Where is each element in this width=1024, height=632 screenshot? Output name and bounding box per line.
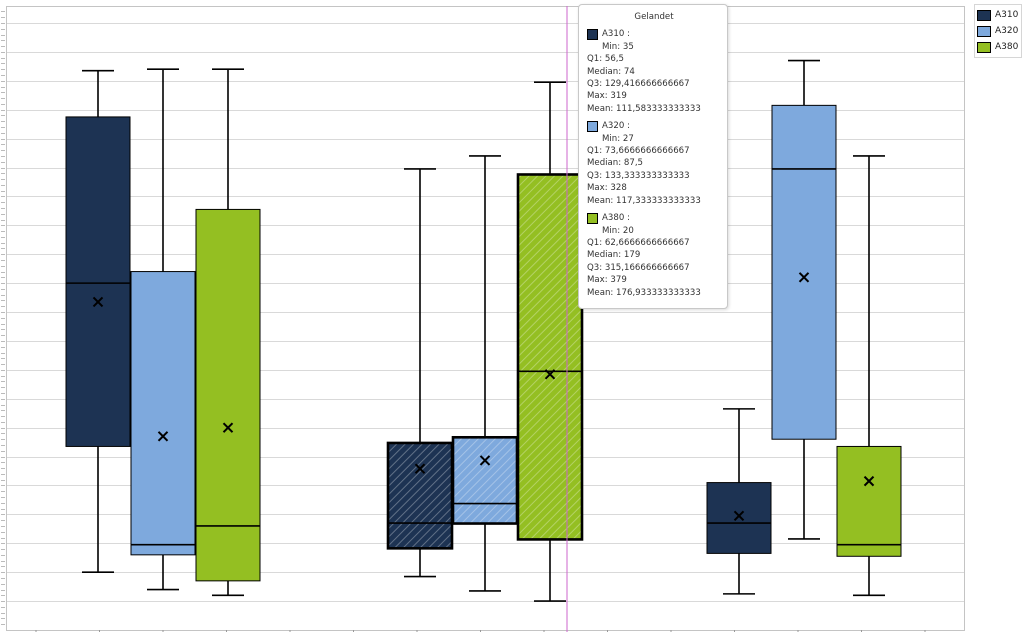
tooltip-stat-max: Max: 328 (587, 183, 627, 194)
legend: A310 A320 A380 (974, 4, 1022, 58)
tooltip-stat-q3: Q3: 129,416666666667 (587, 79, 690, 90)
tooltip-stat-q1: Q1: 73,6666666666667 (587, 146, 690, 157)
tooltip-stat-max: Max: 319 (587, 91, 627, 102)
box-iqr[interactable] (386, 441, 454, 550)
tooltip-series-a320: A320 : Min: 27 Q1: 73,6666666666667 Medi… (587, 120, 721, 207)
legend-item-a380[interactable]: A380 (977, 39, 1021, 55)
tooltip-stat-min: Min: 20 (602, 225, 634, 236)
box-iqr[interactable] (130, 271, 196, 556)
box-iqr[interactable] (771, 104, 837, 440)
tooltip-stat-mean: Mean: 176,933333333333 (587, 287, 701, 298)
box-a310-group-1[interactable] (65, 69, 131, 573)
legend-swatch-a310 (977, 9, 991, 21)
tooltip-stat-q1: Q1: 56,5 (587, 54, 624, 65)
tooltip-stat-mean: Mean: 111,583333333333 (587, 103, 701, 114)
box-iqr[interactable] (836, 445, 902, 557)
box-a320-group-3[interactable] (771, 59, 837, 540)
legend-label-a310: A310 (995, 10, 1019, 20)
box-iqr[interactable] (65, 116, 131, 447)
mean-marker (479, 455, 491, 466)
legend-swatch-a320 (977, 25, 991, 37)
box-a310-group-3[interactable] (706, 408, 772, 595)
tooltip-series-a380: A380 : Min: 20 Q1: 62,6666666666667 Medi… (587, 212, 721, 299)
tooltip-title: Gelandet (634, 12, 674, 22)
box-a310-group-2[interactable] (386, 168, 454, 578)
tooltip-stat-median: Median: 87,5 (587, 158, 644, 169)
tooltip-swatch-a380 (587, 213, 598, 225)
mean-marker (414, 463, 426, 474)
box-a380-group-2[interactable] (516, 81, 584, 602)
tooltip-stat-q3: Q3: 315,166666666667 (587, 262, 690, 273)
box-a380-group-3[interactable] (836, 155, 902, 597)
mean-marker (863, 475, 875, 487)
legend-label-a320: A320 (995, 26, 1019, 36)
tooltip-series-name: A380 : (602, 213, 630, 224)
box-a320-group-1[interactable] (130, 68, 196, 591)
legend-item-a310[interactable]: A310 (977, 7, 1021, 23)
tooltip-series-name: A320 : (602, 121, 630, 132)
tooltip-series-a310: A310 : Min: 35 Q1: 56,5 Median: 74 Q3: 1… (587, 28, 721, 115)
tooltip-stat-min: Min: 35 (602, 41, 634, 52)
box-iqr[interactable] (451, 435, 519, 525)
tooltip-swatch-a310 (587, 29, 598, 41)
tooltip-stat-q3: Q3: 133,333333333333 (587, 170, 690, 181)
mean-marker (222, 422, 234, 433)
legend-swatch-a380 (977, 41, 991, 53)
box-iqr[interactable] (706, 482, 772, 554)
tooltip-stat-min: Min: 27 (602, 133, 634, 144)
mean-marker (798, 272, 810, 283)
tooltip-stat-median: Median: 74 (587, 66, 635, 77)
mean-marker (92, 296, 104, 308)
box-a380-group-1[interactable] (195, 68, 261, 597)
mean-marker (733, 510, 745, 522)
hover-tooltip: Gelandet A310 : Min: 35 Q1: 56,5 Median:… (578, 4, 728, 309)
box-a320-group-2[interactable] (451, 155, 519, 592)
tooltip-series-name: A310 : (602, 29, 630, 40)
box-iqr[interactable] (195, 208, 261, 582)
box-iqr[interactable] (516, 173, 584, 541)
tooltip-stat-q1: Q1: 62,6666666666667 (587, 237, 690, 248)
legend-label-a380: A380 (995, 42, 1019, 52)
box-plots[interactable] (65, 59, 902, 602)
legend-item-a320[interactable]: A320 (977, 23, 1021, 39)
tooltip-swatch-a320 (587, 121, 598, 133)
mean-marker (157, 431, 169, 442)
mean-marker (544, 369, 556, 380)
plot-area-border (6, 6, 965, 631)
tooltip-stat-max: Max: 379 (587, 275, 627, 286)
tooltip-stat-median: Median: 179 (587, 250, 641, 261)
tooltip-stat-mean: Mean: 117,333333333333 (587, 195, 701, 206)
